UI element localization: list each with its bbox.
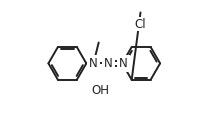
Text: OH: OH bbox=[91, 84, 109, 97]
Text: Cl: Cl bbox=[135, 18, 146, 31]
Text: N: N bbox=[89, 57, 98, 70]
Text: N: N bbox=[104, 57, 113, 70]
Text: N: N bbox=[119, 57, 128, 70]
